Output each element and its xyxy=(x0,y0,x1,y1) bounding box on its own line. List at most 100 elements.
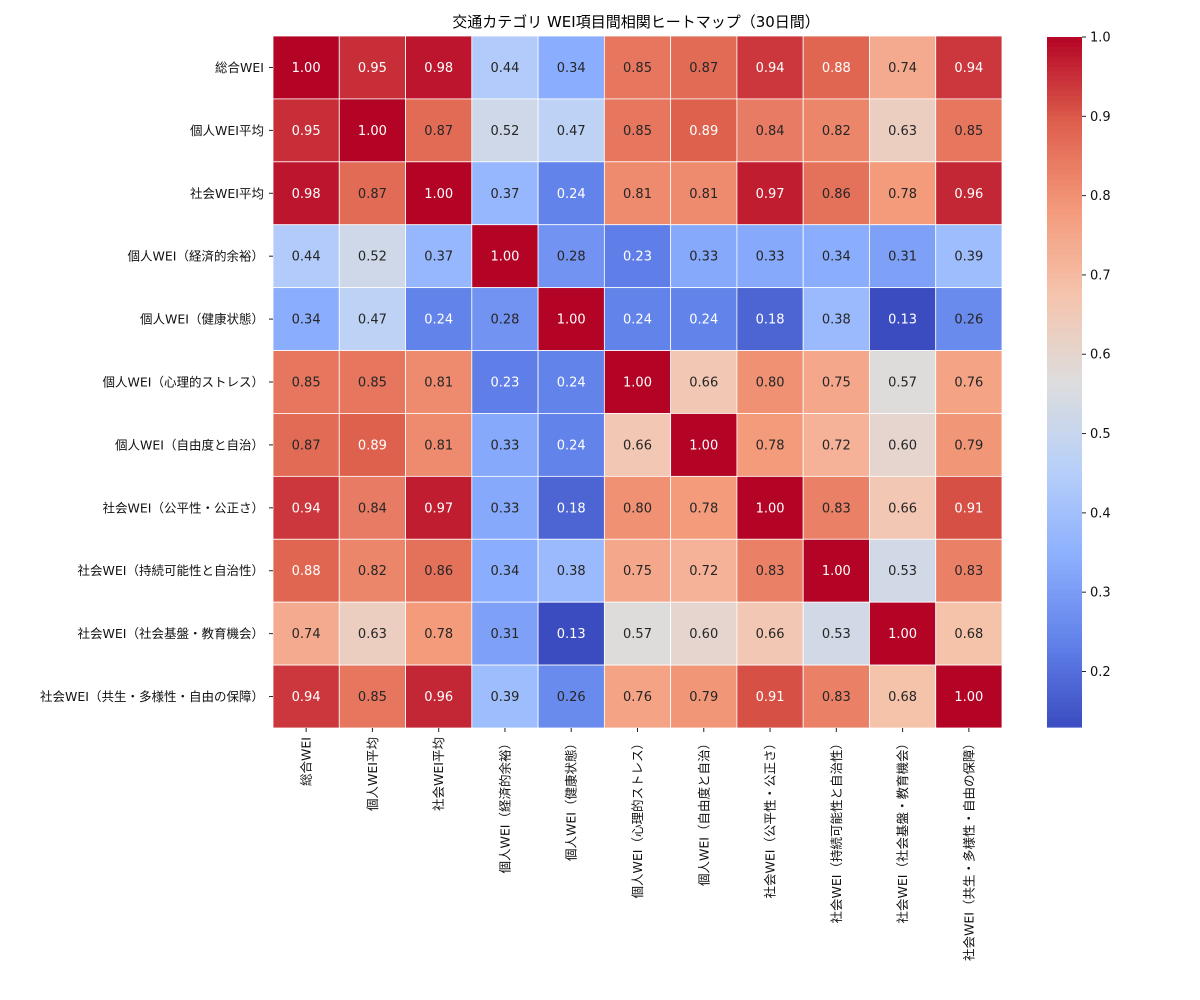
colorbar-segment xyxy=(1047,608,1082,615)
colorbar-segment xyxy=(1047,244,1082,250)
cell-value-label: 0.47 xyxy=(358,313,387,328)
cell-value-label: 0.52 xyxy=(490,124,519,139)
colorbar-segment xyxy=(1047,165,1082,171)
colorbar-segment xyxy=(1047,598,1082,605)
heatmap-cell xyxy=(471,413,539,477)
heatmap-cell xyxy=(272,35,340,100)
colorbar-segment xyxy=(1047,618,1082,625)
heatmap-cell xyxy=(670,475,738,540)
heatmap-cell xyxy=(935,664,1003,729)
colorbar-segment xyxy=(1047,431,1082,437)
heatmap-cells: 1.00 0.95 0.98 0.44 0.34 0.85 0.87 0.94 0.88 0.74… xyxy=(272,35,1003,729)
heatmap-cell xyxy=(736,664,804,729)
y-tick-label: 社会WEI（持続可能性と自治性） xyxy=(78,563,264,578)
cell-value-label: 0.81 xyxy=(424,376,453,391)
colorbar-segment xyxy=(1047,239,1082,245)
colorbar-segment xyxy=(1047,470,1082,477)
cell-value-label: 0.60 xyxy=(689,627,718,642)
x-tick-label: 個人WEI（心理的ストレス） xyxy=(630,737,645,898)
cell-value-label: 0.31 xyxy=(888,250,917,265)
y-tick-label: 個人WEI（心理的ストレス） xyxy=(103,375,264,390)
heatmap-cell xyxy=(869,35,937,100)
colorbar-segment xyxy=(1047,135,1082,142)
cell-value-label: 0.72 xyxy=(822,438,851,453)
cell-value-label: 0.28 xyxy=(557,250,586,265)
heatmap-cell xyxy=(869,538,937,603)
cell-value-label: 0.63 xyxy=(358,627,387,642)
heatmap-cell xyxy=(802,161,870,226)
colorbar-segment xyxy=(1047,258,1082,265)
cell-value-label: 0.78 xyxy=(888,187,917,202)
cell-value-label: 0.37 xyxy=(490,187,519,202)
y-tick-label: 社会WEI（共生・多様性・自由の保障） xyxy=(40,689,264,704)
colorbar-tick-label: 0.9 xyxy=(1090,110,1111,125)
colorbar-segment xyxy=(1047,441,1082,447)
colorbar-segment xyxy=(1047,697,1082,703)
cell-value-label: 0.26 xyxy=(557,690,586,705)
colorbar-segment xyxy=(1047,667,1082,674)
colorbar-segment xyxy=(1047,96,1082,102)
cell-value-label: 0.33 xyxy=(490,501,519,516)
colorbar-segment xyxy=(1047,633,1082,639)
colorbar-segment xyxy=(1047,110,1082,117)
heatmap-cell xyxy=(736,475,804,540)
heatmap-cell xyxy=(537,475,605,540)
heatmap-cell xyxy=(405,35,473,100)
colorbar-tick-label: 0.8 xyxy=(1090,189,1111,204)
cell-value-label: 0.80 xyxy=(623,501,652,516)
heatmap-cell xyxy=(537,224,605,289)
heatmap-cell xyxy=(603,538,672,603)
x-tick-label: 個人WEI（健康状態） xyxy=(564,737,579,861)
heatmap-cell xyxy=(935,601,1003,666)
colorbar-segment xyxy=(1047,436,1082,442)
cell-value-label: 0.72 xyxy=(689,564,718,579)
heatmap-cell xyxy=(802,350,870,414)
colorbar-segment xyxy=(1047,327,1082,334)
colorbar-segment xyxy=(1047,234,1082,240)
colorbar-segment xyxy=(1047,510,1082,516)
cell-value-label: 1.00 xyxy=(623,376,652,391)
cell-value-label: 0.87 xyxy=(689,61,718,76)
colorbar-segment xyxy=(1047,549,1082,556)
cell-value-label: 0.85 xyxy=(623,124,652,139)
cell-value-label: 0.24 xyxy=(689,313,718,328)
heatmap-cell xyxy=(338,35,406,100)
cell-value-label: 0.96 xyxy=(954,187,983,202)
colorbar-segment xyxy=(1047,712,1082,718)
heatmap-cell xyxy=(471,224,539,289)
x-tick-label: 社会WEI（共生・多様性・自由の保障） xyxy=(961,737,976,961)
heatmap-cell xyxy=(272,287,340,351)
cell-value-label: 0.24 xyxy=(557,438,586,453)
cell-value-label: 0.63 xyxy=(888,124,917,139)
colorbar-segment xyxy=(1047,520,1082,526)
y-tick-label: 個人WEI（経済的余裕） xyxy=(128,249,264,264)
colorbar-segment xyxy=(1047,160,1082,166)
colorbar-segment xyxy=(1047,229,1082,235)
heatmap-cell xyxy=(471,601,539,666)
colorbar-segment xyxy=(1047,648,1082,654)
colorbar-segment xyxy=(1047,465,1082,472)
colorbar-segment xyxy=(1047,283,1082,289)
cell-value-label: 1.00 xyxy=(822,564,851,579)
cell-value-label: 0.82 xyxy=(822,124,851,139)
cell-value-label: 0.33 xyxy=(490,438,519,453)
cell-value-label: 0.74 xyxy=(888,61,917,76)
colorbar-segment xyxy=(1047,248,1082,255)
cell-value-label: 1.00 xyxy=(490,250,519,265)
cell-value-label: 0.37 xyxy=(424,250,453,265)
colorbar-segment xyxy=(1047,219,1082,225)
colorbar-segment xyxy=(1047,170,1082,176)
cell-value-label: 0.66 xyxy=(888,501,917,516)
colorbar-segment xyxy=(1047,41,1082,48)
colorbar-segment xyxy=(1047,391,1082,398)
heatmap-cell xyxy=(869,475,937,540)
colorbar-tick-label: 0.3 xyxy=(1090,586,1111,601)
cell-value-label: 0.80 xyxy=(756,376,785,391)
colorbar-segment xyxy=(1047,189,1082,196)
heatmap-cell xyxy=(802,224,870,289)
colorbar-segment xyxy=(1047,91,1082,97)
colorbar-segment xyxy=(1047,362,1082,368)
heatmap-cell xyxy=(736,35,804,100)
colorbar-segment xyxy=(1047,682,1082,689)
colorbar-segment xyxy=(1047,603,1082,610)
